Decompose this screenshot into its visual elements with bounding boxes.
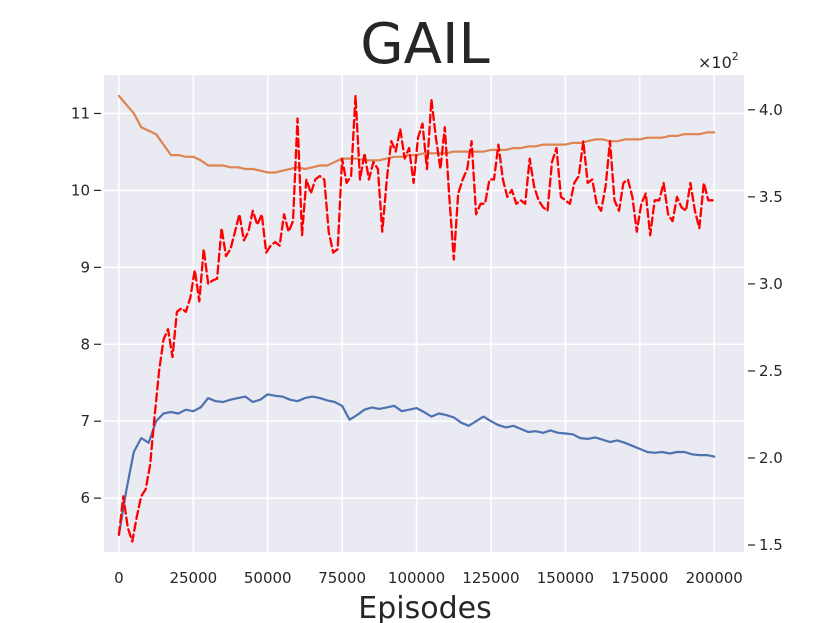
y-tick-label: 6 — [80, 489, 90, 507]
y-tick-label: 8 — [80, 335, 90, 353]
y2-tick-label: 2.5 — [759, 362, 783, 380]
y-tick-label: 7 — [80, 412, 90, 430]
y2-tick-label: 2.0 — [759, 449, 783, 467]
y2-tick-label: 3.5 — [759, 188, 783, 206]
y2-tick-label: 3.0 — [759, 275, 783, 293]
chart-title: GAIL — [360, 12, 489, 77]
x-tick-label: 25000 — [169, 569, 217, 587]
series-line-blue — [117, 393, 716, 537]
grid-lines — [104, 75, 744, 552]
y-tick-label: 10 — [71, 181, 90, 199]
x-tick-label: 75000 — [318, 569, 366, 587]
y2-multiplier-exponent: 2 — [732, 50, 739, 63]
y-tick-label: 9 — [80, 258, 90, 276]
y-tick-label: 11 — [71, 104, 90, 122]
y2-tick-label: 1.5 — [759, 536, 783, 554]
x-tick-label: 125000 — [462, 569, 519, 587]
y2-tick-label: 4.0 — [759, 101, 783, 119]
x-tick-label: 175000 — [611, 569, 668, 587]
axis-ticks: 0 25000 50000 75000 100000 125000 150000 175000… — [71, 101, 783, 587]
plot-area — [104, 75, 744, 552]
x-tick-label: 0 — [114, 569, 124, 587]
x-axis-label: Episodes — [358, 591, 491, 623]
x-tick-label: 50000 — [244, 569, 292, 587]
y2-multiplier-base: ×10 — [698, 53, 732, 72]
x-tick-label: 100000 — [388, 569, 445, 587]
y2-multiplier: ×102 — [698, 50, 739, 72]
x-tick-label: 200000 — [686, 569, 743, 587]
series-lines — [117, 94, 716, 543]
series-line-red-dashed — [117, 94, 714, 543]
x-tick-label: 150000 — [537, 569, 594, 587]
